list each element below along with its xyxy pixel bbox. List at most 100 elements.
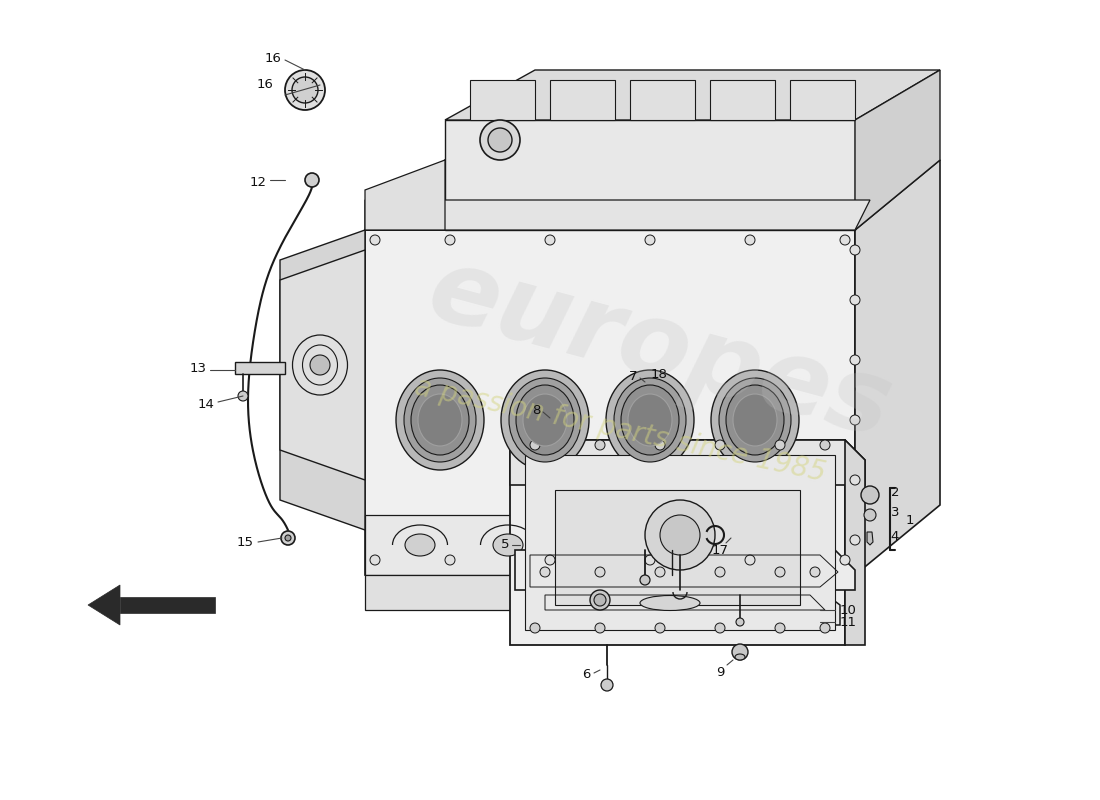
Text: 9: 9 (716, 666, 724, 678)
Circle shape (310, 355, 330, 375)
Circle shape (540, 567, 550, 577)
Circle shape (820, 623, 830, 633)
Circle shape (776, 623, 785, 633)
Text: 8: 8 (531, 403, 540, 417)
Circle shape (654, 623, 666, 633)
Circle shape (776, 567, 785, 577)
Ellipse shape (405, 534, 435, 556)
Text: 3: 3 (891, 506, 900, 518)
Polygon shape (630, 80, 695, 120)
Circle shape (840, 235, 850, 245)
Polygon shape (790, 80, 855, 120)
Circle shape (305, 173, 319, 187)
Text: a passion for parts since 1985: a passion for parts since 1985 (411, 373, 828, 487)
Circle shape (850, 355, 860, 365)
Circle shape (850, 295, 860, 305)
Circle shape (715, 440, 725, 450)
Circle shape (285, 70, 324, 110)
Ellipse shape (606, 370, 694, 470)
Polygon shape (120, 597, 214, 613)
Text: 1: 1 (905, 514, 914, 526)
Ellipse shape (726, 385, 784, 455)
Circle shape (530, 440, 540, 450)
Circle shape (654, 567, 666, 577)
Circle shape (654, 440, 666, 450)
Circle shape (601, 679, 613, 691)
Polygon shape (280, 230, 365, 530)
Circle shape (820, 440, 830, 450)
Ellipse shape (711, 370, 799, 470)
Circle shape (810, 567, 820, 577)
Ellipse shape (411, 385, 469, 455)
Text: 12: 12 (250, 177, 266, 190)
Circle shape (732, 644, 748, 660)
Text: 15: 15 (236, 535, 253, 549)
Circle shape (595, 567, 605, 577)
Circle shape (488, 128, 512, 152)
Ellipse shape (522, 394, 566, 446)
Ellipse shape (516, 385, 574, 455)
Circle shape (594, 594, 606, 606)
Circle shape (736, 618, 744, 626)
Ellipse shape (719, 378, 791, 462)
Polygon shape (88, 585, 120, 625)
Circle shape (850, 415, 860, 425)
Circle shape (370, 235, 379, 245)
Text: 18: 18 (650, 367, 668, 381)
Polygon shape (710, 80, 776, 120)
Circle shape (446, 235, 455, 245)
Polygon shape (365, 160, 446, 230)
Circle shape (776, 440, 785, 450)
Circle shape (292, 77, 318, 103)
Ellipse shape (735, 654, 745, 660)
Polygon shape (235, 362, 285, 374)
Circle shape (595, 623, 605, 633)
Circle shape (238, 391, 248, 401)
Polygon shape (365, 230, 855, 575)
Circle shape (370, 555, 379, 565)
Ellipse shape (509, 378, 581, 462)
Circle shape (590, 590, 610, 610)
Circle shape (280, 531, 295, 545)
Polygon shape (855, 70, 940, 230)
Polygon shape (845, 440, 865, 645)
Polygon shape (470, 80, 535, 120)
Polygon shape (556, 490, 800, 605)
Ellipse shape (581, 534, 611, 556)
Text: 5: 5 (500, 538, 509, 551)
Circle shape (715, 623, 725, 633)
Circle shape (544, 235, 556, 245)
Circle shape (745, 235, 755, 245)
Ellipse shape (614, 378, 686, 462)
Polygon shape (525, 455, 835, 630)
Polygon shape (510, 440, 865, 485)
Circle shape (645, 555, 654, 565)
Polygon shape (365, 200, 870, 230)
Text: 16: 16 (256, 78, 274, 91)
Circle shape (660, 515, 700, 555)
Ellipse shape (757, 534, 786, 556)
Polygon shape (280, 250, 365, 480)
Ellipse shape (396, 370, 484, 470)
Circle shape (850, 535, 860, 545)
Circle shape (840, 555, 850, 565)
Circle shape (544, 555, 556, 565)
Text: 4: 4 (891, 530, 899, 543)
Text: europes: europes (418, 240, 902, 460)
Ellipse shape (669, 534, 698, 556)
Circle shape (850, 245, 860, 255)
Circle shape (480, 120, 520, 160)
Circle shape (715, 567, 725, 577)
Text: 7: 7 (629, 370, 637, 382)
Ellipse shape (418, 394, 462, 446)
Polygon shape (550, 80, 615, 120)
Polygon shape (530, 590, 840, 625)
Circle shape (864, 509, 876, 521)
Circle shape (645, 500, 715, 570)
Circle shape (640, 575, 650, 585)
Circle shape (595, 440, 605, 450)
Polygon shape (510, 440, 845, 645)
Text: 11: 11 (839, 615, 857, 629)
Text: 16: 16 (265, 51, 282, 65)
Ellipse shape (621, 385, 679, 455)
